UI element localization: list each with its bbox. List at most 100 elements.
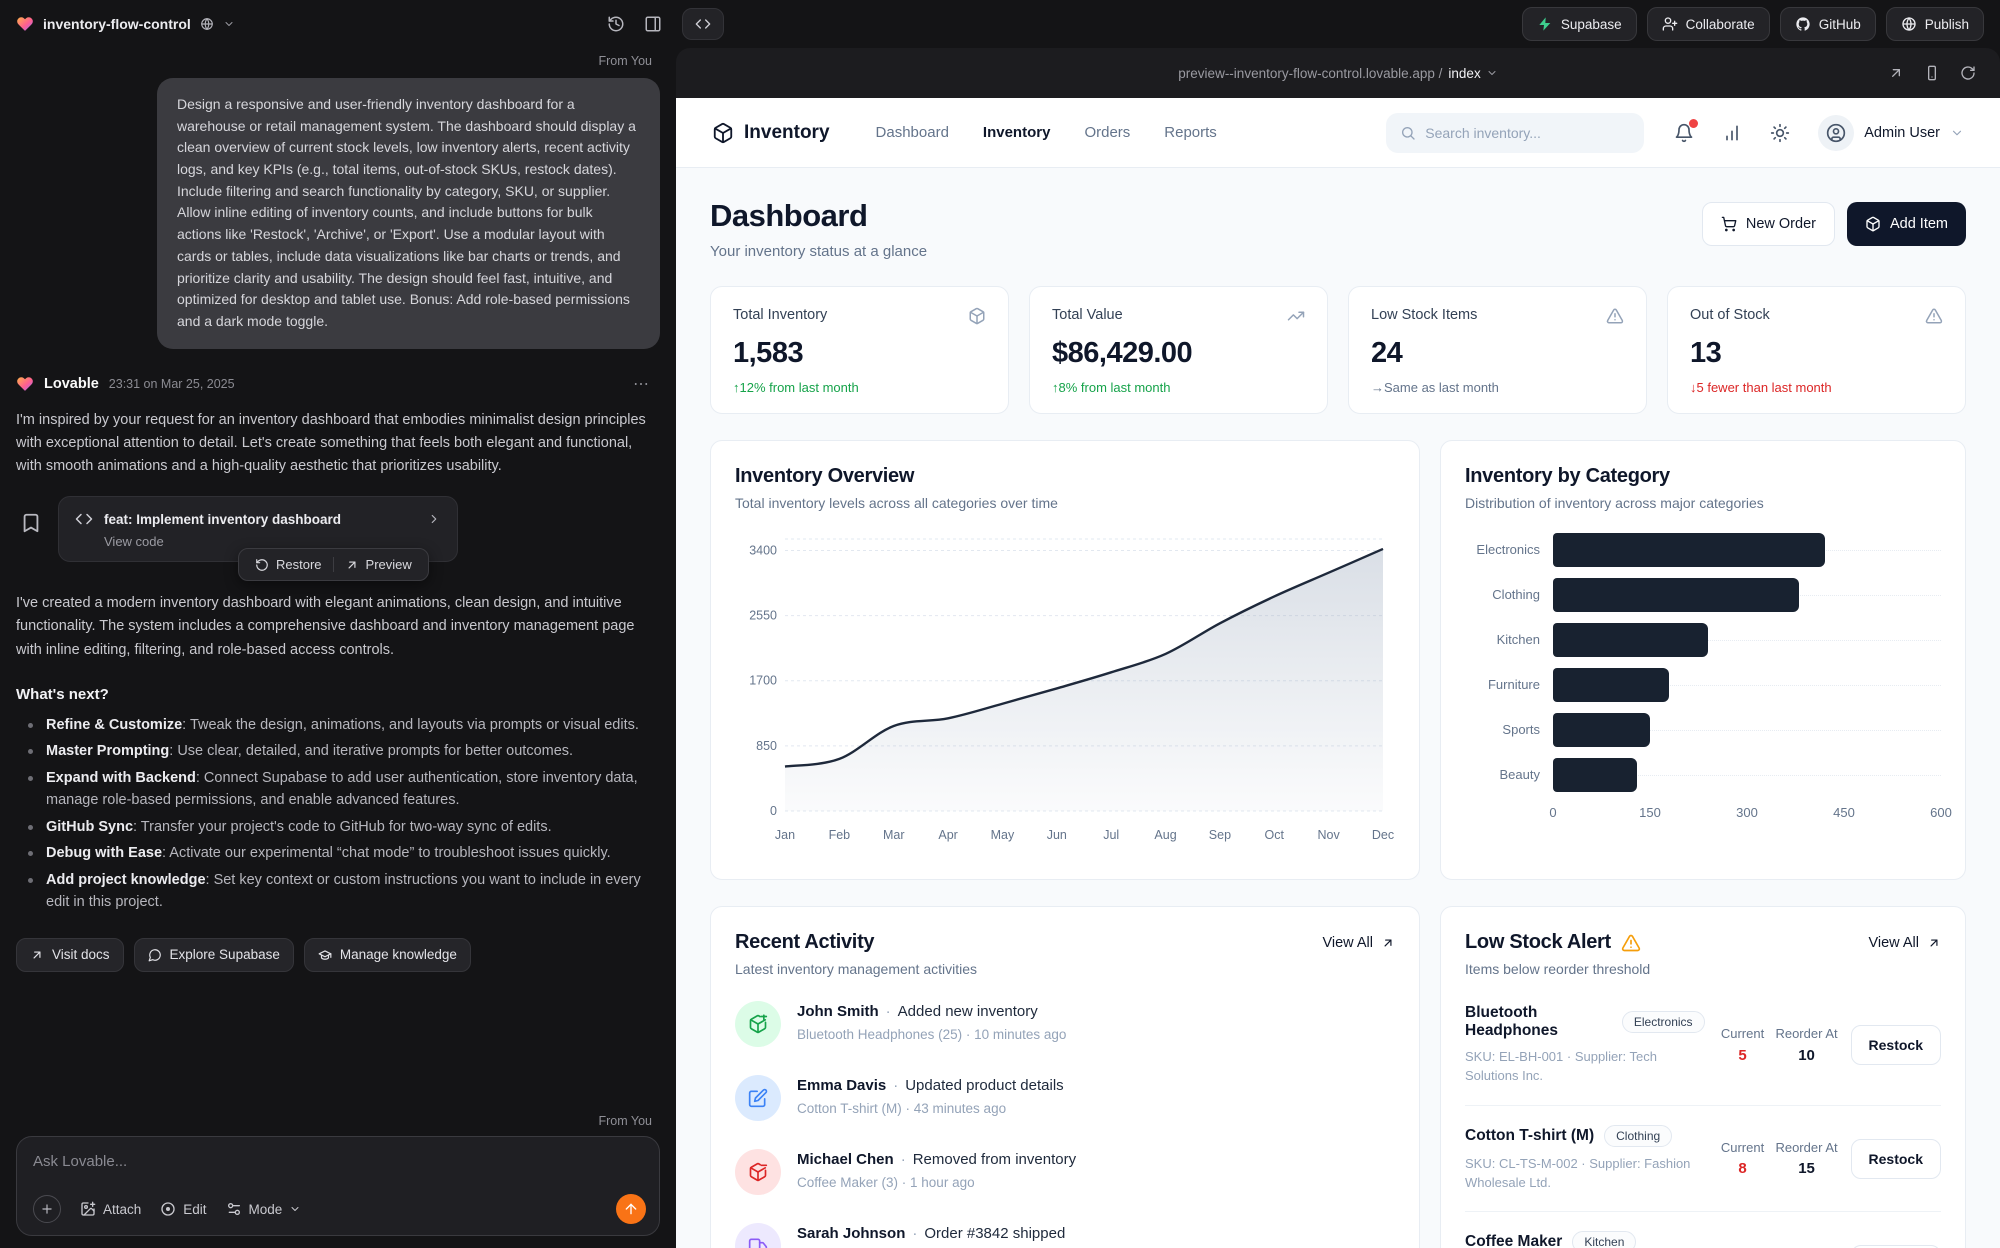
activity-detail: Cotton T-shirt (M) · 43 minutes ago xyxy=(797,1101,1007,1116)
search-box[interactable] xyxy=(1386,112,1645,153)
chat-action-explore-supabase[interactable]: Explore Supabase xyxy=(133,937,294,972)
topbar-button-label: Supabase xyxy=(1560,16,1622,32)
supabase-icon xyxy=(1537,16,1553,32)
new-order-button[interactable]: New Order xyxy=(1701,202,1835,246)
message-menu-icon[interactable] xyxy=(632,375,650,393)
user-name: Admin User xyxy=(1864,124,1940,141)
restock-button[interactable]: Restock xyxy=(1850,1138,1941,1179)
chat-action-visit-docs[interactable]: Visit docs xyxy=(16,937,124,972)
code-card-header: feat: Implement inventory dashboard xyxy=(75,510,441,528)
chat-action-manage-knowledge[interactable]: Manage knowledge xyxy=(303,937,471,972)
mode-selector[interactable]: Mode xyxy=(226,1201,302,1217)
svg-text:3400: 3400 xyxy=(749,543,777,557)
nav-item-reports[interactable]: Reports xyxy=(1164,124,1217,141)
category-badge: Kitchen xyxy=(1572,1231,1637,1248)
bar-category-label: Clothing xyxy=(1492,587,1540,602)
nav-item-dashboard[interactable]: Dashboard xyxy=(875,124,949,141)
code-view-toggle[interactable] xyxy=(682,8,724,40)
bar-category-label: Kitchen xyxy=(1496,632,1540,647)
svg-text:Sep: Sep xyxy=(1209,828,1231,842)
chevron-down-icon[interactable] xyxy=(223,18,235,30)
alert-triangle-icon xyxy=(1925,307,1943,325)
inventory-by-category-card: Inventory by Category Distribution of in… xyxy=(1440,440,1966,880)
restore-button[interactable]: Restore xyxy=(244,554,333,575)
bell-icon xyxy=(1674,123,1694,143)
chevron-down-icon xyxy=(1950,126,1964,140)
package-icon xyxy=(968,307,986,325)
refresh-icon[interactable] xyxy=(1960,65,1976,81)
analytics-icon[interactable] xyxy=(1722,123,1742,143)
search-input[interactable] xyxy=(1425,124,1606,141)
svg-text:850: 850 xyxy=(756,739,777,753)
url-page[interactable]: index xyxy=(1448,66,1497,81)
chat-input-box[interactable]: Attach Edit Mode xyxy=(16,1136,660,1236)
open-external-icon[interactable] xyxy=(1888,65,1904,81)
add-item-label: Add Item xyxy=(1889,216,1948,232)
kpi-card-total-inventory: Total Inventory 1,583 ↑12% from last month xyxy=(710,286,1009,414)
topbar-button-supabase[interactable]: Supabase xyxy=(1521,7,1637,41)
add-item-button[interactable]: Add Item xyxy=(1846,202,1966,246)
stock-info: Bluetooth Headphones Electronics SKU: EL-B… xyxy=(1465,1004,1711,1086)
topbar-button-label: GitHub xyxy=(1818,16,1861,32)
inventory-overview-card: Inventory Overview Total inventory level… xyxy=(710,440,1420,880)
svg-text:Dec: Dec xyxy=(1372,828,1394,842)
panel-toggle-button[interactable] xyxy=(644,15,662,33)
view-all-link[interactable]: View All xyxy=(1868,935,1941,951)
activity-text: Emma Davis · Updated product details Cotton… xyxy=(797,1075,1064,1116)
suggestion-item: Refine & Customize: Tweak the design, an… xyxy=(16,715,660,737)
chat-input[interactable] xyxy=(33,1153,582,1170)
current-stat: Current 8 xyxy=(1711,1140,1775,1178)
activity-action: Updated product details xyxy=(905,1077,1064,1094)
preview-label: Preview xyxy=(365,557,412,573)
view-all-link[interactable]: View All xyxy=(1322,935,1395,951)
add-button[interactable] xyxy=(33,1195,61,1223)
assistant-paragraph-1: I'm inspired by your request for an inve… xyxy=(16,411,646,474)
nav-item-orders[interactable]: Orders xyxy=(1084,124,1131,141)
low-stock-list: Bluetooth Headphones Electronics SKU: EL-B… xyxy=(1465,985,1941,1248)
bar-row-sports: Sports xyxy=(1465,707,1941,752)
preview-url[interactable]: preview--inventory-flow-control.lovable.… xyxy=(676,66,2000,81)
suggestion-item: Add project knowledge: Set key context o… xyxy=(16,870,660,914)
suggestion-text: Debug with Ease: Activate our experiment… xyxy=(46,845,611,862)
kpi-label: Out of Stock xyxy=(1690,307,1770,323)
version-toolbar: Restore Preview xyxy=(238,548,429,582)
history-button[interactable] xyxy=(607,15,625,33)
restock-button[interactable]: Restock xyxy=(1850,1024,1941,1065)
topbar-button-publish[interactable]: Publish xyxy=(1885,7,1984,41)
project-name[interactable]: inventory-flow-control xyxy=(43,16,191,32)
chevron-down-icon xyxy=(289,1203,301,1215)
bar-axis-ticks: 0 150 300 450 600 xyxy=(1549,805,1951,825)
kpi-row: Total Inventory 1,583 ↑12% from last month… xyxy=(710,286,1966,414)
bar-category-label: Beauty xyxy=(1499,767,1540,782)
theme-toggle-icon[interactable] xyxy=(1770,123,1790,143)
app-brand[interactable]: Inventory xyxy=(712,122,830,144)
user-menu[interactable]: Admin User xyxy=(1818,114,1964,151)
bar-row-furniture: Furniture xyxy=(1465,662,1941,707)
nav-item-inventory[interactable]: Inventory xyxy=(982,124,1051,141)
user-message: Design a responsive and user-friendly in… xyxy=(157,78,660,349)
notifications-button[interactable] xyxy=(1674,118,1699,143)
page-subtitle: Your inventory status at a glance xyxy=(710,243,928,260)
svg-text:Jun: Jun xyxy=(1047,828,1067,842)
user-plus-icon xyxy=(1662,16,1678,32)
current-stat: Current3 xyxy=(1711,1246,1775,1248)
send-button[interactable] xyxy=(616,1194,646,1224)
chevron-down-icon xyxy=(1486,67,1498,79)
preview-button[interactable]: Preview xyxy=(334,554,423,575)
chat-panel: From You Design a responsive and user-fr… xyxy=(0,48,676,1248)
suggestion-text: Refine & Customize: Tweak the design, an… xyxy=(46,716,639,733)
edit-button[interactable]: Edit xyxy=(160,1201,207,1217)
mobile-view-icon[interactable] xyxy=(1924,65,1940,81)
bookmark-icon[interactable] xyxy=(20,512,42,534)
topbar-button-collaborate[interactable]: Collaborate xyxy=(1646,7,1770,41)
panel-subtitle: Latest inventory management activities xyxy=(735,961,978,977)
current-value: 5 xyxy=(1738,1046,1747,1064)
view-code-link[interactable]: View code xyxy=(104,534,164,550)
attach-button[interactable]: Attach xyxy=(80,1201,141,1217)
low-stock-item: Bluetooth Headphones Electronics SKU: EL-B… xyxy=(1465,985,1941,1106)
chart-title: Inventory by Category xyxy=(1465,465,1670,487)
stock-name-row: Coffee Maker Kitchen xyxy=(1465,1231,1705,1248)
activity-list: John Smith · Added new inventory Bluetooth … xyxy=(735,1001,1395,1248)
topbar-button-github[interactable]: GitHub xyxy=(1779,7,1876,41)
stock-name-row: Cotton T-shirt (M) Clothing xyxy=(1465,1124,1705,1147)
